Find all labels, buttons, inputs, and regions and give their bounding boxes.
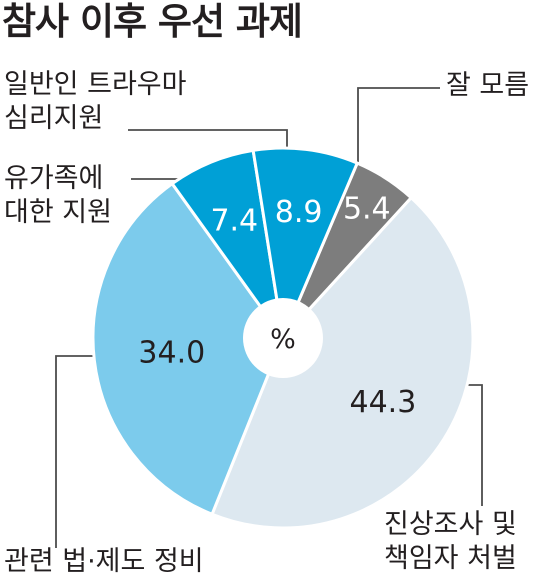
slice-label-unsure-line-1: 잘 모름	[446, 70, 530, 101]
value-label-family: 7.4	[210, 204, 258, 239]
slice-label-family: 유가족에 대한 지원	[4, 162, 112, 230]
value-label-trauma: 8.9	[275, 195, 323, 230]
slice-label-trauma-line-1: 일반인 트라우마	[4, 69, 187, 100]
leader-line-trauma	[128, 129, 288, 154]
slice-label-truth-line-2: 책임자 처벌	[384, 543, 517, 574]
value-label-law: 34.0	[138, 335, 205, 370]
donut-center-hole	[243, 298, 323, 378]
slice-label-trauma: 일반인 트라우마 심리지원	[4, 68, 186, 136]
pie-slice-trauma	[251, 146, 360, 344]
leader-line-unsure	[357, 87, 440, 182]
slice-label-trauma-line-2: 심리지원	[4, 103, 104, 134]
slice-label-truth-line-1: 진상조사 및	[384, 509, 517, 540]
slice-label-unsure: 잘 모름	[446, 69, 529, 103]
slice-label-family-line-1: 유가족에	[4, 163, 104, 194]
pie-slice-truth	[210, 195, 475, 530]
leader-line-truth	[468, 384, 483, 506]
value-label-unsure: 5.4	[343, 192, 391, 227]
chart-title: 참사 이후 우선 과제	[2, 0, 303, 43]
slice-label-law: 관련 법·제도 정비	[4, 545, 204, 579]
leader-line-law	[55, 355, 98, 548]
value-label-truth: 44.3	[350, 385, 417, 420]
slice-label-truth: 진상조사 및 책임자 처벌	[384, 508, 517, 576]
slice-label-law-line-1: 관련 법·제도 정비	[4, 546, 204, 577]
center-unit-label: %	[270, 324, 296, 355]
slice-label-family-line-2: 대한 지원	[4, 197, 112, 228]
pie-slice-law	[91, 181, 285, 517]
